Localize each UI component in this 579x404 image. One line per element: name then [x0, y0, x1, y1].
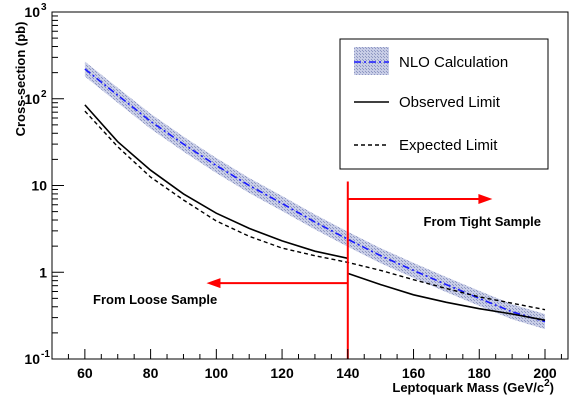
- x-tick-label: 120: [270, 365, 294, 381]
- legend: NLO Calculation Observed Limit Expected Li…: [339, 38, 549, 170]
- observed-limit-line-2: [347, 272, 546, 321]
- y-tick-label: 1: [39, 264, 47, 280]
- nlo-band-layer: [84, 61, 546, 330]
- y-tick-label: 10: [24, 4, 40, 20]
- tight-sample-arrow-head: [478, 193, 493, 204]
- x-tick-label: 80: [143, 365, 159, 381]
- legend-label: Expected Limit: [399, 137, 498, 154]
- y-tick-exponent: 3: [41, 2, 47, 13]
- nlo-band: [84, 61, 546, 330]
- x-tick-label: 200: [533, 365, 557, 381]
- x-tick-label: 140: [336, 365, 360, 381]
- annotation-layer: From Tight Sample From Loose Sample: [93, 181, 542, 359]
- observed-limit-line-1: [84, 104, 348, 260]
- x-axis-title-main: Leptoquark Mass (GeV/c: [392, 380, 544, 395]
- legend-key-nlo-band: [354, 47, 389, 75]
- y-tick-label: 10: [24, 91, 40, 107]
- x-axis-title-sup: 2: [544, 378, 550, 389]
- y-tick-label: 10: [31, 178, 47, 194]
- x-axis-title: Leptoquark Mass (GeV/c2): [392, 378, 554, 395]
- x-tick-label: 180: [468, 365, 492, 381]
- loose-sample-arrow-head: [206, 278, 221, 289]
- y-tick-label: 10: [24, 351, 40, 367]
- series-lines-layer: [84, 68, 546, 323]
- y-tick-exponent: 2: [41, 89, 47, 100]
- x-axis-title-close: ): [550, 380, 554, 395]
- expected-limit-line: [84, 110, 546, 311]
- x-tick-label: 100: [205, 365, 229, 381]
- loose-sample-label: From Loose Sample: [93, 292, 217, 307]
- legend-label: NLO Calculation: [399, 54, 508, 71]
- legend-label: Observed Limit: [399, 94, 501, 111]
- x-tick-label: 60: [77, 365, 93, 381]
- tight-sample-label: From Tight Sample: [424, 214, 542, 229]
- y-axis-title: Cross-section (pb): [13, 22, 28, 137]
- y-tick-exponent: -1: [41, 349, 50, 360]
- x-tick-label: 160: [402, 365, 426, 381]
